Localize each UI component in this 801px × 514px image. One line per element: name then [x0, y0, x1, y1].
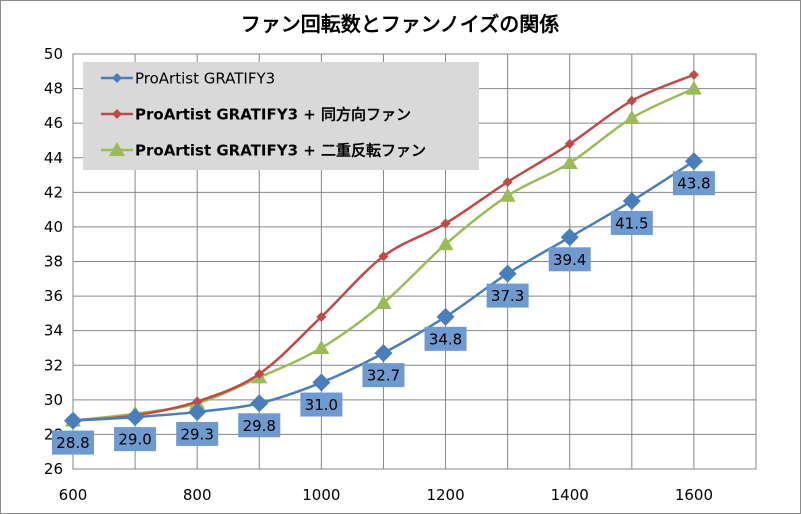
y-tick-label: 38	[44, 253, 63, 271]
data-label-bg	[114, 427, 157, 452]
data-point-0	[436, 307, 455, 326]
legend-entry-label: ProArtist GRATIFY3 + 二重反転ファン	[135, 142, 426, 160]
legend-entry-label: ProArtist GRATIFY3	[135, 70, 275, 88]
legend-swatch-marker	[109, 142, 125, 156]
data-point-1	[502, 176, 513, 187]
x-tick-label: 1600	[675, 486, 713, 504]
data-point-1	[378, 251, 389, 262]
data-point-2	[499, 187, 516, 202]
data-label-bg	[300, 392, 343, 417]
data-label: 28.8	[56, 434, 89, 452]
data-label-bg	[672, 171, 715, 196]
data-label-bg	[238, 413, 281, 438]
data-point-0	[250, 394, 269, 413]
data-point-0	[312, 373, 331, 392]
data-point-2	[437, 236, 454, 251]
data-point-2	[623, 109, 640, 124]
data-point-1	[254, 368, 265, 379]
data-label-bg	[362, 363, 405, 388]
y-tick-label: 44	[44, 149, 63, 167]
y-tick-label: 34	[44, 322, 63, 340]
data-label: 29.8	[243, 417, 276, 435]
legend-swatch-marker	[112, 109, 122, 119]
y-tick-label: 42	[44, 183, 63, 201]
data-point-0	[622, 191, 641, 210]
data-point-1	[316, 311, 327, 322]
x-tick-label: 1200	[426, 486, 464, 504]
data-point-0	[374, 344, 393, 363]
data-label-bg	[52, 430, 94, 455]
data-label-bg	[424, 326, 467, 351]
y-tick-label: 36	[44, 287, 63, 305]
data-point-0	[188, 402, 207, 421]
x-tick-label: 800	[183, 486, 212, 504]
data-label: 31.0	[305, 396, 338, 414]
data-label-bg	[548, 247, 591, 272]
x-tick-label: 1000	[302, 486, 340, 504]
data-label: 39.4	[553, 251, 586, 269]
data-point-1	[564, 138, 575, 149]
data-point-2	[561, 154, 578, 169]
data-point-0	[684, 152, 703, 171]
x-tick-label: 600	[59, 486, 88, 504]
legend-swatch-marker	[112, 73, 122, 83]
data-label: 34.8	[429, 330, 462, 348]
data-point-2	[313, 339, 330, 354]
data-label-bg	[176, 421, 219, 446]
data-point-1	[192, 396, 203, 407]
data-label: 29.0	[118, 431, 151, 449]
data-point-2	[375, 295, 392, 309]
data-label: 37.3	[491, 287, 524, 305]
series-line-2	[72, 87, 695, 422]
data-point-0	[498, 264, 517, 283]
data-point-0	[560, 228, 579, 247]
y-tick-label: 40	[44, 218, 63, 236]
y-tick-label: 48	[44, 80, 63, 98]
data-point-1	[626, 95, 637, 106]
data-point-1	[688, 69, 699, 80]
data-point-1	[440, 218, 451, 229]
legend-entry-label: ProArtist GRATIFY3 + 同方向ファン	[135, 106, 411, 124]
data-label: 29.3	[180, 425, 213, 443]
chart-title: ファン回転数とファンノイズの関係	[241, 12, 559, 36]
data-label: 41.5	[615, 214, 648, 232]
y-tick-label: 32	[44, 356, 63, 374]
y-tick-label: 46	[44, 114, 63, 132]
data-label-bg	[610, 210, 653, 235]
y-tick-label: 30	[44, 391, 63, 409]
data-label-bg	[486, 283, 529, 308]
legend	[83, 62, 479, 170]
data-point-2	[685, 80, 702, 95]
y-tick-label: 26	[44, 460, 63, 478]
data-point-0	[126, 408, 145, 427]
x-tick-label: 1400	[551, 486, 589, 504]
data-label: 43.8	[677, 175, 710, 193]
y-tick-label: 50	[44, 45, 63, 63]
data-label: 32.7	[367, 367, 400, 385]
data-point-0	[64, 411, 82, 430]
